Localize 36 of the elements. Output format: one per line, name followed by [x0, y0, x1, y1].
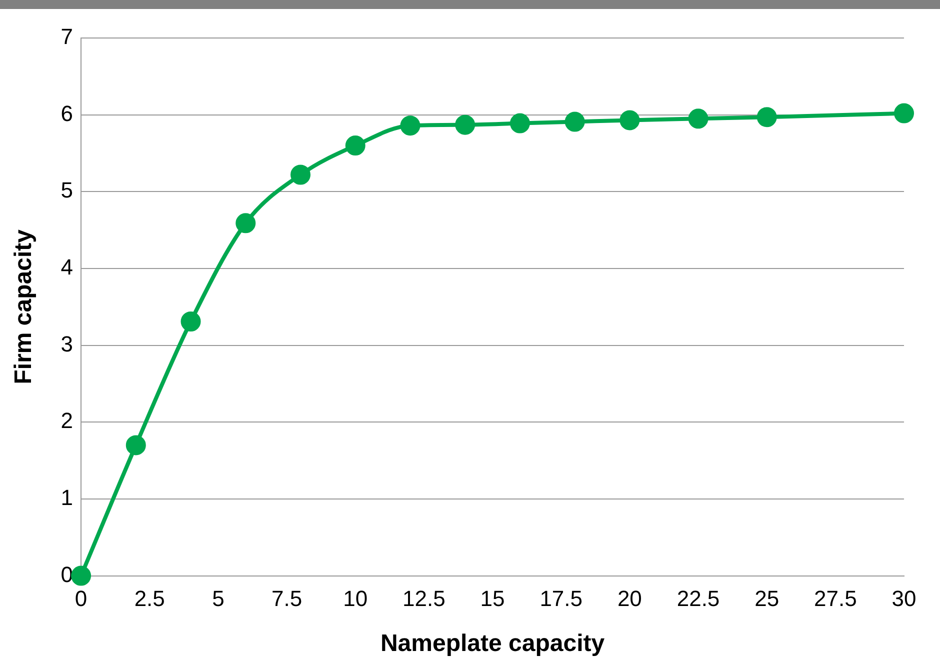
x-tick-label: 12.5 — [402, 586, 446, 612]
x-tick-label: 5 — [212, 586, 224, 612]
x-tick-label: 27.5 — [814, 586, 857, 612]
y-tick-label: 0 — [60, 562, 74, 587]
y-tick-label: 6 — [60, 100, 74, 126]
point — [756, 107, 777, 128]
point — [620, 110, 640, 130]
y-tick-label: 4 — [60, 254, 74, 280]
point — [400, 116, 420, 136]
y-tick-label: 3 — [60, 331, 74, 356]
point — [126, 435, 146, 456]
x-tick-label: 30 — [892, 586, 916, 612]
x-tick-label: 25 — [754, 586, 780, 612]
x-tick-label: 17.5 — [540, 586, 583, 612]
x-tick-label: 7.5 — [271, 586, 302, 612]
x-tick-label: 15 — [480, 586, 505, 612]
point — [236, 213, 256, 234]
point — [688, 108, 708, 129]
x-tick-label: 22.5 — [676, 586, 720, 612]
point — [564, 112, 585, 132]
point — [455, 114, 476, 135]
y-tick-label: 5 — [60, 178, 74, 203]
y-tick-label: 2 — [60, 408, 74, 434]
x-axis-title: Nameplate capacity — [380, 630, 606, 658]
y-tick-label: 1 — [60, 485, 74, 510]
point — [510, 113, 530, 134]
point — [894, 103, 914, 124]
point — [345, 136, 366, 156]
y-axis-title: Firm capacity — [10, 228, 38, 384]
x-tick-label: 10 — [343, 586, 368, 612]
point — [180, 312, 201, 332]
point — [290, 164, 310, 185]
x-tick-label: 2.5 — [134, 586, 165, 612]
x-tick-label: 20 — [617, 586, 642, 612]
point — [71, 566, 92, 586]
y-tick-label: 7 — [60, 24, 74, 50]
